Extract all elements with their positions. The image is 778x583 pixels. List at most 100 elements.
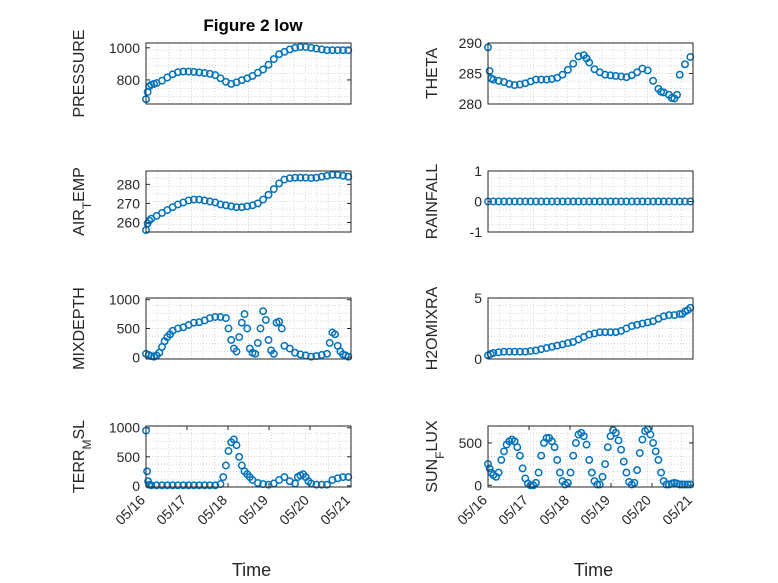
data-point xyxy=(505,347,514,356)
data-point xyxy=(617,72,626,81)
data-point xyxy=(601,328,610,337)
series-markers xyxy=(142,307,353,361)
data-point xyxy=(168,481,177,490)
data-point xyxy=(158,481,166,490)
data-point xyxy=(595,197,604,206)
y-axis-label: RAINFALL xyxy=(424,164,441,240)
data-point xyxy=(665,197,673,206)
data-point xyxy=(179,67,188,76)
data-point xyxy=(585,330,594,339)
data-point xyxy=(569,197,578,206)
axes-theta: 280 285 290 THETA xyxy=(424,35,695,112)
data-point xyxy=(339,46,347,55)
data-point xyxy=(152,481,161,490)
data-point xyxy=(550,443,559,452)
y-tick-label: 0 xyxy=(132,478,140,494)
data-point xyxy=(221,201,230,210)
data-point xyxy=(312,173,321,182)
data-point xyxy=(630,478,639,487)
data-point xyxy=(331,330,339,339)
data-point xyxy=(505,197,514,206)
data-point xyxy=(574,52,583,61)
data-point xyxy=(173,481,182,490)
y-tick-label: 800 xyxy=(117,72,141,88)
data-point xyxy=(531,346,540,355)
data-point xyxy=(489,197,498,206)
data-point xyxy=(500,347,508,356)
data-point xyxy=(232,441,241,450)
data-point xyxy=(659,197,668,206)
data-point xyxy=(515,80,524,89)
axes-box xyxy=(145,170,352,233)
data-point xyxy=(195,195,204,204)
data-point xyxy=(537,345,546,354)
data-point xyxy=(317,172,326,181)
x-axis-label: Time xyxy=(232,560,271,580)
data-point xyxy=(301,43,310,51)
data-point xyxy=(595,480,604,489)
data-point xyxy=(606,328,615,337)
data-point xyxy=(654,455,663,464)
data-point xyxy=(537,451,546,460)
data-point xyxy=(259,195,268,204)
data-point xyxy=(259,307,268,316)
data-point xyxy=(195,68,204,77)
data-point xyxy=(323,46,331,55)
data-point xyxy=(537,75,546,84)
data-point xyxy=(500,447,508,456)
data-point xyxy=(606,197,615,206)
y-tick-label: 1 xyxy=(474,163,482,179)
data-point xyxy=(558,70,567,79)
axes-rainfall: -1 0 1 RAINFALL xyxy=(424,163,695,240)
data-point xyxy=(307,43,316,52)
y-tick-label: 1000 xyxy=(109,292,140,308)
data-point xyxy=(598,472,607,481)
data-point xyxy=(253,338,262,347)
data-point xyxy=(603,443,612,452)
data-point xyxy=(232,347,241,356)
data-point xyxy=(643,197,652,206)
data-point xyxy=(179,481,188,490)
data-point xyxy=(553,341,562,350)
axes-mixdepth: 0 500 1000 MIXDEPTH xyxy=(71,287,353,370)
data-point xyxy=(189,318,198,327)
data-point xyxy=(253,478,262,487)
data-point xyxy=(571,438,580,447)
data-point xyxy=(269,349,278,358)
data-point xyxy=(593,480,602,489)
data-point xyxy=(269,55,278,64)
data-point xyxy=(649,197,658,206)
data-point xyxy=(558,197,567,206)
data-point xyxy=(673,90,681,99)
y-tick-label: 0 xyxy=(132,349,140,365)
y-tick-label: 1000 xyxy=(109,420,140,436)
data-point xyxy=(651,447,660,456)
axes-box xyxy=(487,425,694,488)
y-axis-label: AIRTEMP xyxy=(71,167,94,236)
data-point xyxy=(333,46,342,55)
data-point xyxy=(301,173,310,182)
data-point xyxy=(542,75,551,84)
data-point xyxy=(296,173,305,182)
data-point xyxy=(205,314,214,323)
data-point xyxy=(659,312,668,321)
data-point xyxy=(643,318,652,327)
data-point xyxy=(515,347,524,356)
y-tick-label: 260 xyxy=(117,214,141,230)
data-point xyxy=(264,190,273,199)
data-point xyxy=(333,474,342,483)
data-point xyxy=(485,67,494,76)
data-point xyxy=(205,481,214,490)
data-point xyxy=(264,60,273,69)
data-point xyxy=(291,173,300,182)
data-point xyxy=(307,174,316,183)
data-point xyxy=(601,70,610,79)
data-point xyxy=(269,185,278,194)
data-point xyxy=(675,480,684,489)
data-point xyxy=(633,466,642,475)
data-point xyxy=(323,480,331,489)
y-tick-label: 270 xyxy=(117,195,141,211)
data-point xyxy=(563,339,572,348)
data-point xyxy=(582,440,591,449)
data-point xyxy=(579,197,588,206)
